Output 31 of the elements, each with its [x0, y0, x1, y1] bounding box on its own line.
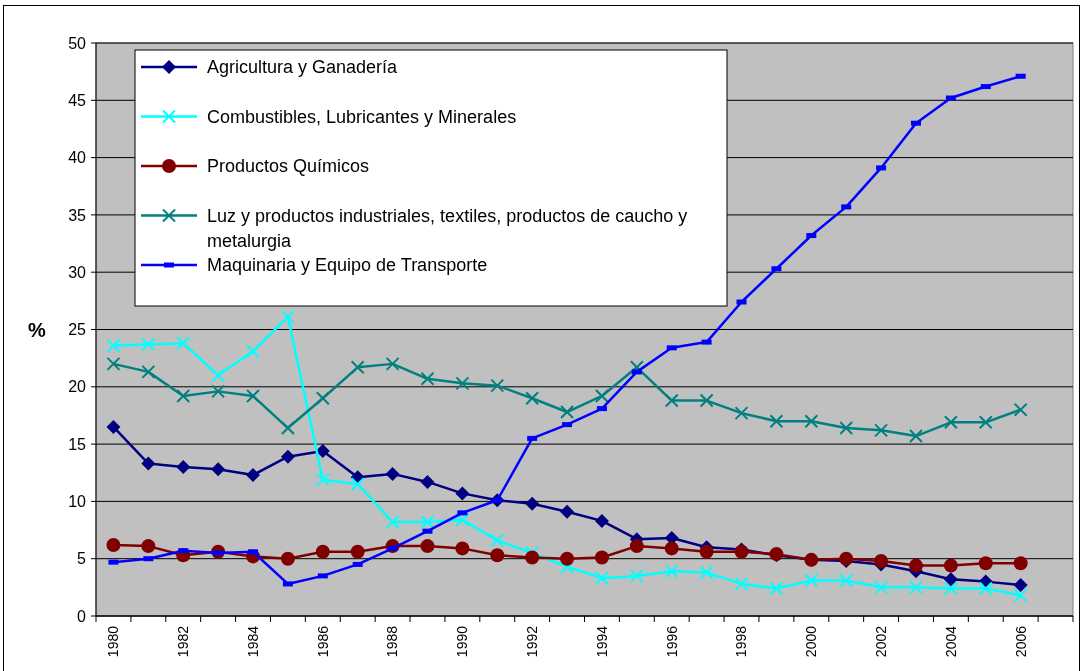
y-tick-label: 40: [68, 149, 87, 167]
y-tick-label: 0: [77, 607, 87, 625]
y-tick-label: 20: [68, 378, 87, 396]
x-tick-label: 1992: [524, 625, 541, 658]
legend-label: Luz y productos industriales, textiles, productos de caucho y metalurgia: [207, 205, 688, 251]
y-tick-label: 50: [68, 34, 87, 52]
legend-label: Combustibles, Lubricantes y Minerales: [207, 106, 517, 127]
y-tick-label: 30: [68, 263, 87, 281]
x-tick-label: 2006: [1012, 625, 1029, 658]
y-tick-label: 25: [68, 321, 87, 339]
x-tick-label: 1988: [384, 625, 401, 658]
x-tick-label: 2000: [803, 625, 820, 658]
x-tick-label: 2004: [942, 625, 959, 658]
y-tick-label: 5: [77, 550, 87, 568]
x-tick-label: 1980: [105, 625, 122, 658]
x-tick-label: 1996: [663, 625, 680, 658]
x-tick-label: 1994: [593, 625, 610, 658]
y-tick-label: 10: [68, 493, 87, 510]
x-tick-label: 1982: [175, 625, 192, 658]
legend-label: Agricultura y Ganadería: [207, 57, 399, 78]
y-axis-title: %: [28, 318, 47, 341]
legend-label: Productos Químicos: [207, 156, 370, 177]
x-tick-label: 1998: [733, 625, 750, 658]
legend-label: Maquinaria y Equipo de Transporte: [207, 255, 488, 276]
x-tick-label: 2002: [872, 625, 889, 658]
x-tick-label: 1990: [454, 625, 471, 658]
y-tick-label: 15: [68, 435, 87, 453]
y-tick-label: 45: [68, 91, 87, 109]
y-tick-label: 35: [68, 206, 87, 224]
x-tick-label: 1986: [314, 625, 331, 658]
x-tick-label: 1984: [244, 625, 261, 658]
